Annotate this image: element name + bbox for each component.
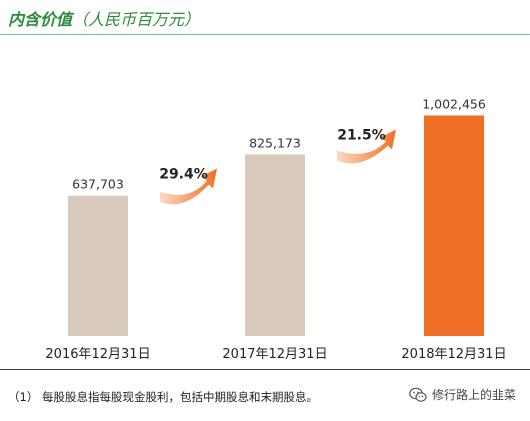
title-divider xyxy=(0,34,530,35)
watermark: 修行路上的韭菜 xyxy=(409,386,516,403)
category-label-1: 2016年12月31日 xyxy=(45,347,150,362)
bar-1 xyxy=(68,195,128,336)
bottom-rule xyxy=(0,369,530,370)
category-label-2: 2017年12月31日 xyxy=(222,347,327,362)
bar-3 xyxy=(424,115,484,336)
chart-title-main: 内含价值 xyxy=(8,10,73,29)
growth-label-1: 29.4% xyxy=(159,166,208,182)
bar-value-label-1: 637,703 xyxy=(72,177,124,192)
bar-2 xyxy=(245,154,305,336)
growth-label-2: 21.5% xyxy=(337,127,386,143)
bar-value-label-3: 1,002,456 xyxy=(422,96,486,111)
category-label-3: 2018年12月31日 xyxy=(401,347,506,362)
growth-arrow-2 xyxy=(337,129,396,164)
wechat-icon xyxy=(409,387,427,402)
watermark-text: 修行路上的韭菜 xyxy=(431,388,516,402)
growth-arrow-1 xyxy=(160,168,217,205)
bar-value-label-2: 825,173 xyxy=(249,135,301,150)
chart-title-unit: （人民币百万元） xyxy=(72,10,201,29)
footnote: （1） 每股股息指每股现金股利，包括中期股息和末期股息。 xyxy=(8,390,318,404)
chart-title: 内含价值（人民币百万元） xyxy=(8,6,200,30)
